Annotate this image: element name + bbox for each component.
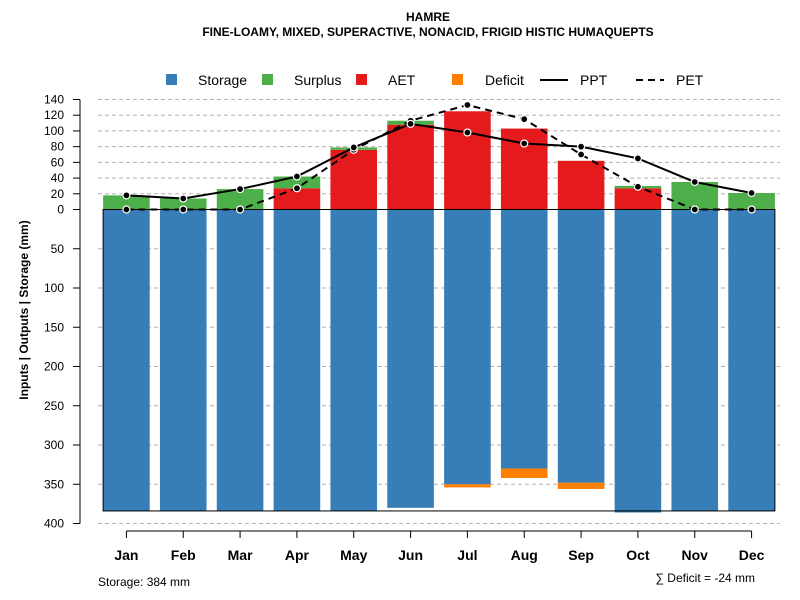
ppt-line-point: [406, 119, 415, 128]
storage-bar: [387, 209, 434, 508]
pet-line-point: [122, 205, 131, 214]
pet-line-point: [179, 205, 188, 214]
storage-bar: [216, 209, 264, 511]
pet-line-point: [747, 205, 756, 214]
legend-swatch-aet: [356, 74, 367, 85]
x-tick-label: Oct: [626, 547, 650, 563]
legend-swatch-storage: [166, 74, 177, 85]
bars: [102, 111, 776, 513]
y-tick-label: 50: [51, 242, 65, 256]
storage-bar: [728, 209, 775, 511]
pet-line-point: [235, 205, 245, 214]
y-tick-label: 0: [57, 203, 64, 217]
legend-label-pet: PET: [676, 72, 704, 88]
y-tick-label: 300: [44, 438, 64, 452]
legend-swatch-deficit: [452, 74, 463, 85]
deficit-bar: [444, 484, 491, 488]
x-tick-label: May: [340, 547, 367, 563]
y-tick-label: 100: [44, 281, 64, 295]
deficit-bar: [557, 482, 605, 489]
pet-line-point: [576, 150, 586, 159]
x-tick-label: Jan: [114, 547, 138, 563]
surplus-bar: [728, 193, 775, 210]
pet-line-point: [520, 115, 529, 124]
surplus-bar: [159, 198, 207, 210]
y-tick-label: 200: [44, 360, 64, 374]
gridlines: [98, 99, 780, 524]
legend-swatch-surplus: [262, 74, 273, 85]
legend-label-aet: AET: [388, 72, 416, 88]
ppt-line-point: [576, 142, 586, 151]
lines: [122, 100, 756, 214]
ppt-line-point: [235, 184, 245, 194]
y-tick-label: 80: [51, 140, 65, 154]
x-tick-label: Aug: [511, 547, 538, 563]
ppt-line-point: [179, 194, 188, 203]
deficit-bar: [500, 468, 548, 478]
deficit-footer: ∑ Deficit = -24 mm: [655, 571, 755, 585]
ppt-line: [126, 122, 752, 200]
aet-bar: [557, 160, 605, 210]
pet-line-point: [463, 100, 472, 110]
x-tick-label: Feb: [171, 547, 196, 563]
legend-label-surplus: Surplus: [294, 72, 341, 88]
storage-bar: [273, 209, 321, 511]
x-tick-label: Dec: [739, 547, 765, 563]
x-tick-label: Jun: [398, 547, 423, 563]
ppt-line-point: [520, 139, 529, 148]
pet-line-point: [690, 205, 699, 214]
surplus-bar: [103, 195, 150, 210]
storage-footer: Storage: 384 mm: [98, 575, 190, 589]
y-tick-label: 60: [51, 155, 65, 169]
y-tick-label: 250: [44, 399, 64, 413]
pet-line-point: [292, 184, 302, 193]
aet-bar: [444, 111, 491, 210]
y-tick-label: 100: [44, 124, 64, 138]
storage-bar: [159, 209, 207, 511]
aet-bar: [330, 149, 378, 210]
surplus-bar: [273, 176, 321, 189]
aet-bar: [387, 124, 434, 210]
aet-bar: [614, 188, 662, 210]
storage-bar: [330, 209, 378, 511]
storage-bar: [500, 209, 548, 469]
storage-bar: [557, 209, 605, 483]
legend-label-deficit: Deficit: [485, 72, 524, 88]
legend: Storage Surplus AET Deficit PPT PET: [166, 72, 704, 88]
storage-bar: [671, 209, 719, 511]
pet-line: [126, 103, 752, 211]
y-tick-label: 120: [44, 108, 64, 122]
storage-bar: [444, 209, 491, 485]
y-tick-label: 150: [44, 320, 64, 334]
y-tick-label: 20: [51, 187, 65, 201]
ppt-line-point: [292, 172, 302, 181]
y-axis-label: Inputs | Outputs | Storage (mm): [17, 220, 31, 399]
y-tick-label: 40: [51, 171, 65, 185]
chart-subtitle: FINE-LOAMY, MIXED, SUPERACTIVE, NONACID,…: [202, 25, 653, 39]
x-tick-label: Nov: [682, 547, 709, 563]
surplus-bar: [671, 182, 719, 210]
x-tick-label: Sep: [568, 547, 594, 563]
x-tick-label: Jul: [457, 547, 477, 563]
x-tick-label: Mar: [228, 547, 253, 563]
storage-bar: [103, 209, 150, 511]
x-tick-label: Apr: [285, 547, 310, 563]
ppt-line-point: [349, 143, 358, 152]
y-tick-label: 140: [44, 93, 64, 107]
y-tick-label: 350: [44, 477, 64, 491]
pet-line-point: [633, 182, 643, 191]
chart-title: HAMRE: [406, 10, 450, 24]
y-tick-label: 400: [44, 517, 64, 531]
storage-bar: [614, 209, 662, 513]
ppt-line-point: [633, 154, 643, 163]
legend-label-storage: Storage: [198, 72, 247, 88]
ppt-line-point: [463, 128, 472, 137]
ppt-line-point: [122, 191, 131, 200]
ppt-line-point: [747, 188, 756, 198]
storage-capacity-outline: [102, 209, 776, 512]
ppt-line-point: [690, 177, 699, 187]
legend-label-ppt: PPT: [580, 72, 608, 88]
